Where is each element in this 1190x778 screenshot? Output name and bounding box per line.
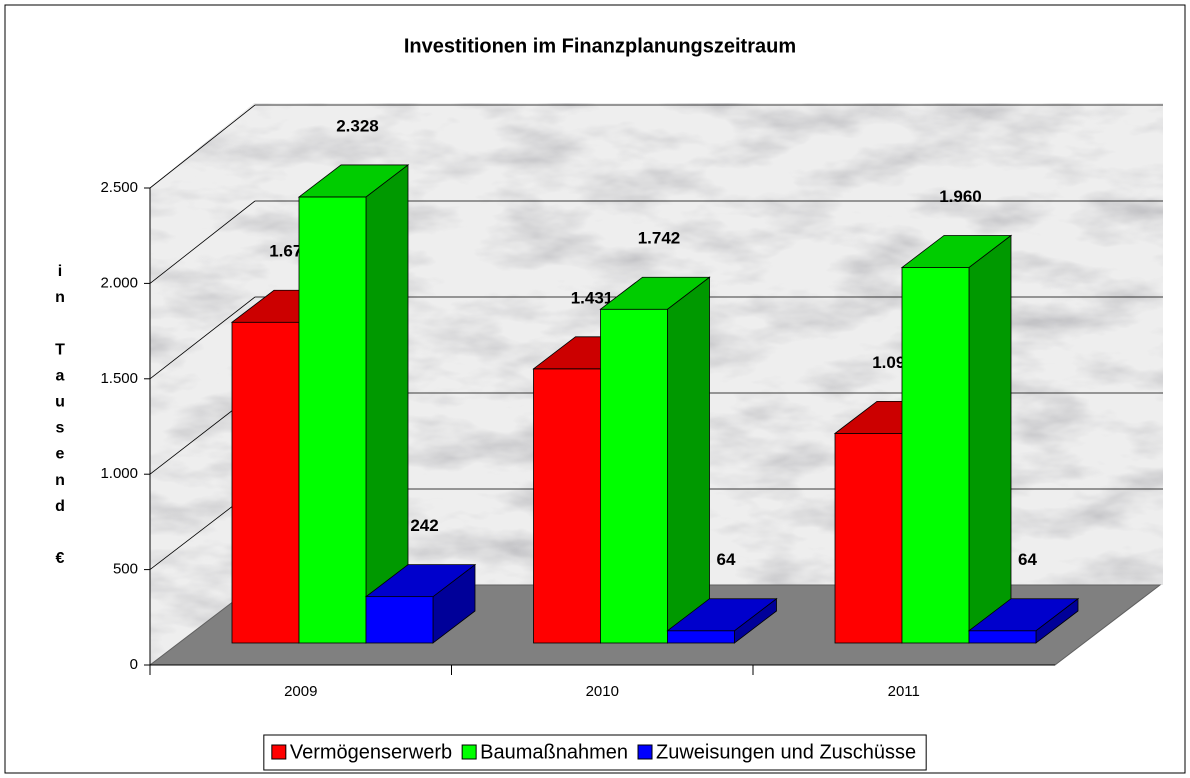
bar — [667, 630, 735, 644]
data-label: 2.328 — [336, 116, 379, 135]
x-tick-label: 2011 — [888, 683, 920, 700]
y-tick-label: 1.000 — [100, 465, 138, 482]
legend — [263, 734, 927, 771]
bar-top — [666, 598, 778, 632]
y-tick-label: 500 — [113, 561, 138, 578]
legend-swatch — [271, 744, 287, 760]
data-label: 64 — [1018, 550, 1037, 569]
bar-top — [967, 598, 1080, 632]
bar — [298, 196, 367, 644]
bar — [600, 308, 668, 644]
bar-side — [667, 276, 710, 644]
bar — [365, 596, 434, 644]
bar-top — [364, 564, 477, 598]
data-label: 1.960 — [939, 187, 982, 206]
y-tick-label: 1.500 — [100, 370, 138, 387]
data-label: 1.742 — [638, 229, 681, 248]
legend-label: Zuweisungen und Zuschüsse — [656, 741, 916, 763]
y-tick-label: 0 — [130, 656, 138, 673]
bar — [901, 267, 970, 644]
y-tick-label: 2.500 — [100, 179, 138, 196]
data-label: 64 — [717, 550, 736, 569]
y-tick-label: 2.000 — [100, 274, 138, 291]
grid-line — [149, 104, 256, 189]
bar — [231, 321, 300, 644]
bar-side — [968, 234, 1012, 644]
bar-top — [900, 235, 1013, 268]
legend-swatch — [637, 744, 653, 760]
x-tick-label: 2009 — [284, 683, 317, 700]
legend-swatch — [461, 744, 477, 760]
bar-top — [599, 276, 711, 310]
grid-line — [149, 296, 256, 380]
chart-title: Investitionen im Finanzplanungszeitraum — [404, 35, 796, 57]
grid-line — [149, 200, 256, 284]
x-tick-label: 2010 — [586, 683, 619, 700]
data-label: 1.431 — [571, 288, 614, 307]
bar-top — [297, 164, 410, 198]
data-label: 242 — [410, 516, 438, 535]
bar — [533, 368, 601, 644]
legend-label: Vermögenserwerb — [290, 741, 452, 763]
bar — [968, 630, 1037, 644]
legend-label: Baumaßnahmen — [480, 741, 628, 763]
bar — [834, 432, 903, 644]
